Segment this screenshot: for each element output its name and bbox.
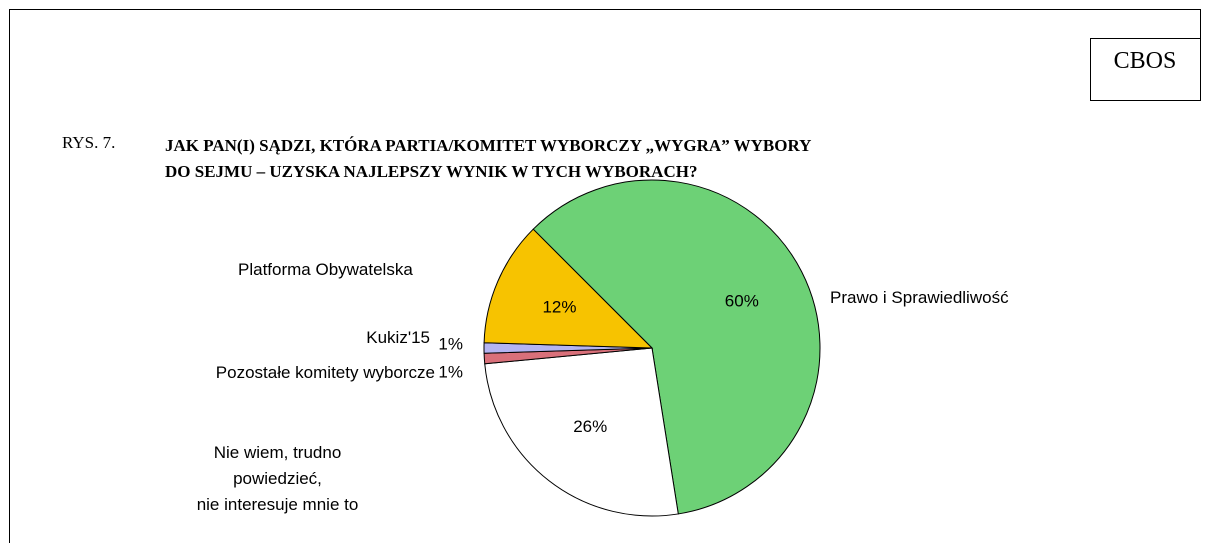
slice-name: Pozostałe komitety wyborcze (215, 363, 435, 382)
slice-name: Prawo i Sprawiedliwość (830, 288, 1009, 307)
chart-title: JAK PAN(I) SĄDZI, KTÓRA PARTIA/KOMITET W… (165, 136, 812, 181)
figure-label: RYS. 7. (62, 133, 116, 152)
slice-name: Nie wiem, trudno powiedzieć, nie interes… (196, 443, 359, 514)
value-label: 1% (438, 334, 463, 353)
slice-name: Platforma Obywatelska (238, 260, 413, 279)
slice-name: Kukiz'15 (366, 328, 430, 347)
value-label: 60% (725, 292, 759, 311)
value-label: 12% (542, 297, 576, 316)
value-label: 26% (573, 417, 607, 436)
frame (9, 9, 1201, 543)
pie-slice (483, 228, 654, 349)
pie-slice (484, 347, 679, 517)
brand: CBOS (1113, 48, 1177, 74)
pie-slice (532, 179, 821, 515)
value-label: 1% (438, 362, 463, 381)
